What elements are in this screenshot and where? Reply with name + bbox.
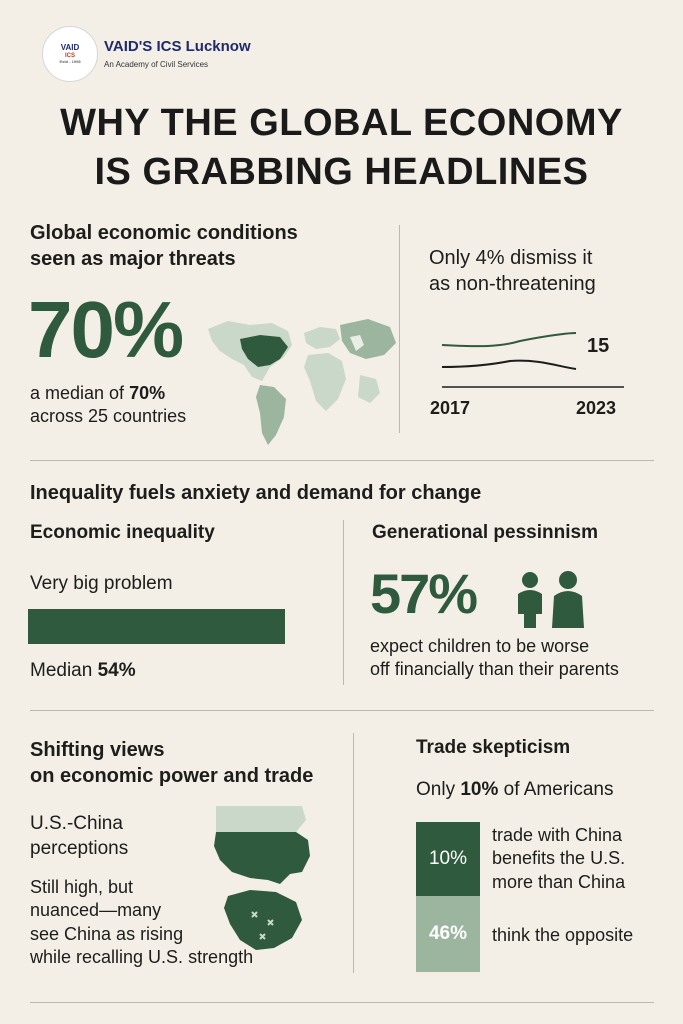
pessimism-caption-line1: expect children to be worse [370, 636, 590, 656]
year-end-label: 2023 [576, 398, 617, 418]
dismiss-line1: Only 4% dismiss it [429, 247, 593, 269]
threat-caption: a median of 70% across 25 countries [30, 382, 186, 429]
us-china-line1: U.S.-China [30, 813, 123, 834]
inequality-median: Median 54% [30, 659, 136, 684]
caption-pre: a median of [30, 383, 130, 403]
divider-3 [30, 1002, 654, 1003]
threat-percentage: 70% [28, 285, 184, 374]
section3-heading-line1: Shifting views [30, 739, 165, 761]
section1-heading: Global economic conditions seen as major… [30, 220, 298, 272]
section2-divider [343, 520, 344, 685]
us-china-body-line3: see China as rising [30, 923, 184, 944]
section1-heading-line1: Global economic conditions [30, 222, 298, 244]
trade-bar-opposite: 46% [416, 896, 480, 972]
trend-value-label: 15 [587, 335, 610, 357]
section1-divider [399, 225, 400, 433]
trade-sub-post: of Americans [498, 779, 614, 800]
divider-2 [30, 710, 654, 711]
trade-sub-bold: 10% [460, 779, 499, 800]
dismiss-text: Only 4% dismiss it as non-threatening [429, 245, 596, 297]
logo-text-ics: ICS [64, 52, 75, 59]
trend-line-lower [441, 359, 577, 370]
section2-heading: Inequality fuels anxiety and demand for … [30, 482, 482, 504]
dismiss-line2: as non-threatening [429, 273, 596, 295]
us-china-body-line2: nuanced—many [30, 900, 162, 921]
pessimism-heading: Generational pessinnism [372, 522, 598, 543]
section3-heading-line2: on economic power and trade [30, 765, 314, 787]
section3-divider [353, 733, 354, 973]
section3-heading: Shifting views on economic power and tra… [30, 737, 313, 789]
title-line-2: IS GRABBING HEADLINES [94, 151, 589, 193]
academy-logo: VAID ICS Estd - 1998 [42, 26, 98, 82]
section1-heading-line2: seen as major threats [30, 248, 236, 270]
us-china-line2: perceptions [30, 837, 129, 859]
us-china-subheading: U.S.-China perceptions [30, 812, 128, 861]
world-map-icon [208, 319, 396, 445]
us-china-body: Still high, but nuanced—many see China a… [30, 876, 253, 970]
parent-child-icon [518, 571, 584, 628]
brand-name: VAID'S ICS Lucknow [104, 38, 251, 55]
inequality-heading: Economic inequality [30, 522, 215, 543]
pessimism-percentage: 57% [370, 562, 478, 625]
caption-bold: 70% [129, 383, 166, 403]
trend-line-chart [441, 332, 624, 388]
caption-line2: across 25 countries [30, 406, 187, 427]
trade-heading: Trade skepticism [416, 737, 571, 758]
trend-line-upper [441, 332, 577, 348]
logo-text-estd: Estd - 1998 [59, 58, 81, 64]
trade-benefit-text: trade with China benefits the U.S. more … [492, 824, 625, 894]
trade-benefit-line2: benefits the U.S. [492, 848, 626, 869]
trade-benefit-line1: trade with China [492, 825, 623, 845]
pessimism-caption: expect children to be worse off financia… [370, 635, 619, 682]
pessimism-caption-line2: off financially than their parents [370, 659, 619, 680]
inequality-subtext: Very big problem [30, 573, 173, 594]
brand-tagline: An Academy of Civil Services [104, 60, 209, 69]
us-china-body-line4: while recalling U.S. strength [30, 947, 254, 968]
trade-subheading: Only 10% of Americans [416, 778, 614, 803]
trade-opposite-text: think the opposite [492, 925, 634, 945]
logo-text-vaid: VAID [60, 43, 80, 53]
title-line-1: WHY THE GLOBAL ECONOMY [60, 102, 623, 144]
us-china-map-icon [214, 806, 310, 950]
divider-1 [30, 460, 654, 461]
trade-bar-benefit: 10% [416, 822, 480, 896]
year-start-label: 2017 [430, 398, 471, 418]
median-pre: Median [30, 660, 98, 681]
inequality-bar [28, 609, 285, 644]
trade-benefit-line3: more than China [492, 871, 626, 892]
trade-sub-pre: Only [416, 779, 461, 800]
us-china-body-line1: Still high, but [30, 877, 134, 897]
median-bold: 54% [97, 660, 136, 681]
